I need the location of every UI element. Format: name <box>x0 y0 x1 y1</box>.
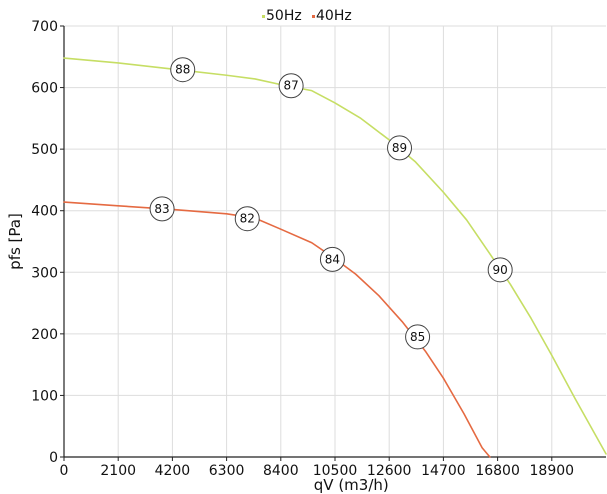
efficiency-marker-circle <box>278 73 304 99</box>
efficiency-marker-label: 83 <box>154 202 169 216</box>
label-layer: qV (m3/h) pfs [Pa] <box>6 213 389 494</box>
marker-layer: 88 87 89 90 83 82 84 85 <box>149 57 513 350</box>
efficiency-marker-50hz-87: 87 <box>278 73 304 99</box>
x-axis-title: qV (m3/h) <box>314 476 389 494</box>
efficiency-marker-40hz-84: 84 <box>319 246 345 272</box>
efficiency-marker-40hz-85: 85 <box>405 324 431 350</box>
x-tick-label-4: 8400 <box>263 463 299 479</box>
efficiency-marker-label: 88 <box>175 63 190 77</box>
efficiency-marker-circle <box>387 135 413 161</box>
efficiency-marker-label: 84 <box>325 252 340 266</box>
x-tick-label-3: 6300 <box>209 463 245 479</box>
grid-layer <box>63 25 606 458</box>
legend-swatch-50hz <box>262 15 265 18</box>
efficiency-marker-50hz-89: 89 <box>387 135 413 161</box>
legend-layer: 50Hz 40Hz <box>262 8 352 24</box>
y-tick-label-3: 300 <box>31 265 58 281</box>
efficiency-marker-50hz-90: 90 <box>487 257 513 283</box>
x-tick-label-5: 10500 <box>313 463 358 479</box>
series-line-40hz <box>63 201 491 458</box>
efficiency-marker-label: 90 <box>493 263 508 277</box>
efficiency-marker-circle <box>149 196 175 222</box>
efficiency-marker-circle <box>319 246 345 272</box>
series-line-50hz <box>63 57 607 455</box>
x-tick-label-6: 12600 <box>367 463 412 479</box>
efficiency-marker-40hz-83: 83 <box>149 196 175 222</box>
x-tick-label-0: 0 <box>60 463 69 479</box>
efficiency-marker-label: 85 <box>410 330 425 344</box>
y-tick-label-0: 0 <box>49 450 58 466</box>
legend-label-40hz: 40Hz <box>316 8 352 24</box>
x-tick-label-1: 2100 <box>100 463 136 479</box>
y-tick-label-1: 100 <box>31 388 58 404</box>
efficiency-marker-circle <box>405 324 431 350</box>
x-tick-label-8: 16800 <box>475 463 520 479</box>
efficiency-marker-circle <box>487 257 513 283</box>
y-tick-label-5: 500 <box>31 142 58 158</box>
series-layer <box>63 57 607 458</box>
efficiency-marker-label: 87 <box>283 79 298 93</box>
efficiency-marker-circle <box>234 206 260 232</box>
x-tick-label-7: 14700 <box>421 463 466 479</box>
y-tick-label-7: 700 <box>31 19 58 35</box>
y-tick-label-4: 400 <box>31 204 58 220</box>
legend-swatch-40hz <box>312 15 315 18</box>
y-axis-title: pfs [Pa] <box>6 213 24 270</box>
efficiency-marker-label: 89 <box>392 141 407 155</box>
efficiency-marker-40hz-82: 82 <box>234 206 260 232</box>
x-tick-label-9: 18900 <box>530 463 575 479</box>
efficiency-marker-label: 82 <box>240 212 255 226</box>
y-tick-label-6: 600 <box>31 81 58 97</box>
axis-layer: 0 2100 4200 6300 8400 10500 12600 14700 16800 189… <box>31 19 606 479</box>
legend-label-50hz: 50Hz <box>266 8 302 24</box>
y-tick-label-2: 200 <box>31 327 58 343</box>
efficiency-marker-circle <box>170 57 196 83</box>
x-tick-label-2: 4200 <box>155 463 191 479</box>
efficiency-marker-50hz-88: 88 <box>170 57 196 83</box>
